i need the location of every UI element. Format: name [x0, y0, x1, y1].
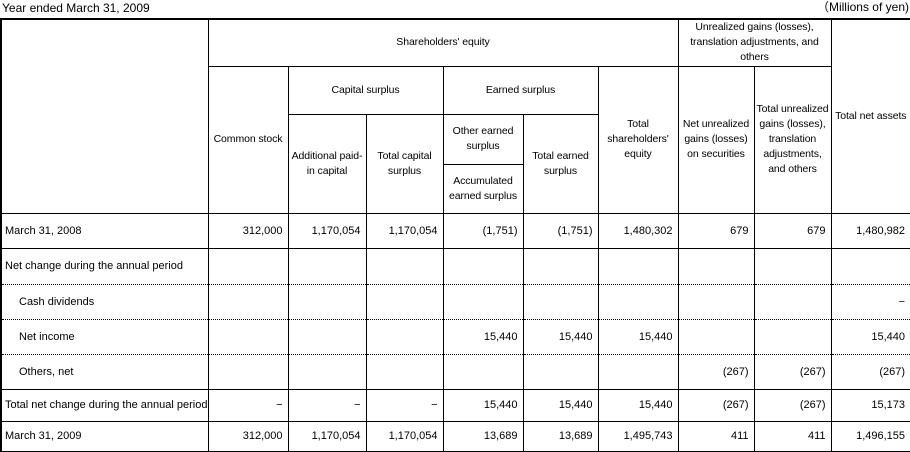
header-capital-surplus: Capital surplus — [288, 66, 444, 115]
cell-value: (267) — [754, 389, 832, 422]
cell-value — [523, 354, 599, 390]
header-common-stock: Common stock — [208, 66, 289, 214]
header-other-earned-surplus: Other earned surplus — [443, 114, 524, 165]
cell-value — [831, 248, 910, 285]
cell-value: 13,689 — [523, 421, 599, 452]
cell-value: 15,440 — [523, 389, 599, 422]
cell-value — [754, 248, 832, 285]
cell-value — [678, 319, 755, 355]
cell-value — [208, 248, 289, 285]
cell-value — [443, 248, 524, 285]
cell-value — [678, 284, 755, 320]
cell-value: 15,440 — [523, 319, 599, 355]
header-unrealized-group: Unrealized gains (losses), translation a… — [678, 19, 832, 67]
cell-value: 679 — [678, 213, 755, 249]
cell-value: (1,751) — [523, 213, 599, 249]
table-body: March 31, 2008 312,000 1,170,054 1,170,054(… — [1, 213, 910, 452]
cell-value: − — [831, 284, 910, 320]
cell-value — [443, 354, 524, 390]
cell-value — [443, 284, 524, 320]
corner-cell — [1, 19, 209, 214]
table-row: March 31, 2008 312,000 1,170,054 1,170,054(… — [1, 213, 910, 249]
cell-value: − — [288, 389, 367, 422]
cell-value: 1,480,982 — [831, 213, 910, 249]
cell-value — [754, 284, 832, 320]
header-accumulated-earned-surplus: Accumulated earned surplus — [443, 164, 524, 214]
table-row: Total net change during the annual perio… — [1, 389, 910, 422]
period-caption: Year ended March 31, 2009 — [2, 1, 150, 15]
cell-value: 1,495,743 — [598, 421, 679, 452]
cell-value — [366, 248, 444, 285]
cell-value: 1,170,054 — [366, 213, 444, 249]
header-additional-paid-in-capital: Additional paid-in capital — [288, 114, 367, 214]
cell-value — [754, 319, 832, 355]
cell-value: 1,496,155 — [831, 421, 910, 452]
cell-value — [523, 284, 599, 320]
cell-value — [288, 248, 367, 285]
cell-value: − — [366, 389, 444, 422]
changes-in-net-assets-table: Shareholders' equity Unrealized gains (l… — [0, 18, 910, 452]
row-label: Net income — [1, 319, 209, 355]
header-total-earned-surplus: Total earned surplus — [523, 114, 599, 214]
cell-value — [208, 319, 289, 355]
cell-value: (267) — [831, 354, 910, 390]
cell-value — [678, 248, 755, 285]
cell-value: (267) — [678, 389, 755, 422]
cell-value: 15,440 — [598, 319, 679, 355]
cell-value — [598, 354, 679, 390]
cell-value: 15,440 — [598, 389, 679, 422]
units-caption: （Millions of yen) — [816, 0, 909, 14]
cell-value — [208, 354, 289, 390]
cell-value: 1,170,054 — [288, 213, 367, 249]
header-net-unrealized-gains: Net unrealized gains (losses) on securit… — [678, 66, 755, 214]
table-row: March 31, 2009 312,000 1,170,054 1,170,054 1… — [1, 421, 910, 452]
row-label: Total net change during the annual perio… — [1, 389, 209, 422]
table-header: Shareholders' equity Unrealized gains (l… — [1, 19, 910, 214]
cell-value — [208, 284, 289, 320]
header-total-capital-surplus: Total capital surplus — [366, 114, 444, 214]
cell-value — [366, 319, 444, 355]
header-total-shareholders-equity: Total shareholders' equity — [598, 66, 679, 214]
row-label: Net change during the annual period — [1, 248, 209, 285]
row-label: March 31, 2009 — [1, 421, 209, 452]
cell-value: (267) — [678, 354, 755, 390]
cell-value — [598, 284, 679, 320]
cell-value — [523, 248, 599, 285]
cell-value: 411 — [678, 421, 755, 452]
table-row: Cash dividends − — [1, 284, 910, 320]
cell-value — [366, 284, 444, 320]
cell-value: 1,480,302 — [598, 213, 679, 249]
row-label: March 31, 2008 — [1, 213, 209, 249]
table-row: Others, net (267) (267) (267) — [1, 354, 910, 390]
row-label: Cash dividends — [1, 284, 209, 320]
cell-value — [288, 284, 367, 320]
cell-value: 13,689 — [443, 421, 524, 452]
row-label: Others, net — [1, 354, 209, 390]
cell-value: 312,000 — [208, 213, 289, 249]
cell-value: 15,440 — [443, 389, 524, 422]
cell-value: 679 — [754, 213, 832, 249]
header-total-unrealized-gains: Total unrealized gains (losses), transla… — [754, 66, 832, 214]
cell-value — [598, 248, 679, 285]
cell-value: (267) — [754, 354, 832, 390]
cell-value: 1,170,054 — [366, 421, 444, 452]
cell-value — [366, 354, 444, 390]
cell-value: 15,173 — [831, 389, 910, 422]
cell-value: 1,170,054 — [288, 421, 367, 452]
cell-value: 411 — [754, 421, 832, 452]
table-row: Net change during the annual period — [1, 248, 910, 285]
header-earned-surplus: Earned surplus — [443, 66, 599, 115]
header-shareholders-equity: Shareholders' equity — [208, 19, 679, 67]
cell-value — [288, 319, 367, 355]
cell-value: − — [208, 389, 289, 422]
cell-value: 15,440 — [443, 319, 524, 355]
cell-value: 15,440 — [831, 319, 910, 355]
table-row: Net income 15,440 15,440 15,440 15,440 — [1, 319, 910, 355]
cell-value — [288, 354, 367, 390]
cell-value: (1,751) — [443, 213, 524, 249]
cell-value: 312,000 — [208, 421, 289, 452]
header-total-net-assets: Total net assets — [831, 19, 910, 214]
